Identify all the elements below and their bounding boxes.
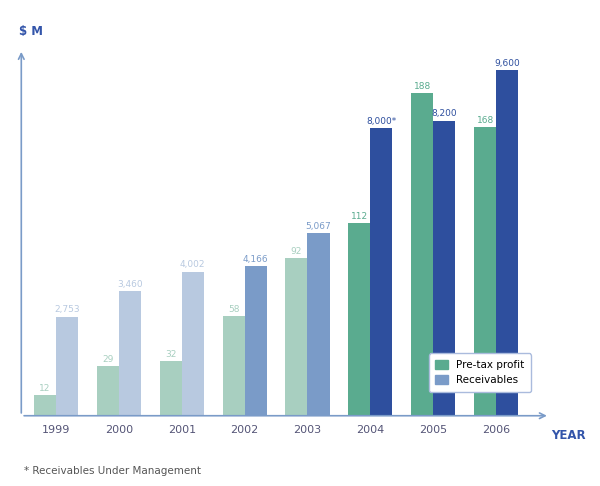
Bar (370, 128, 392, 416)
Text: 188: 188 (413, 82, 431, 91)
Bar (34, 395, 56, 416)
Bar (182, 272, 204, 416)
Bar (160, 361, 182, 416)
Text: 4,002: 4,002 (180, 260, 205, 270)
Bar (496, 70, 518, 416)
Text: 2,753: 2,753 (54, 306, 80, 314)
Text: 8,000*: 8,000* (366, 117, 397, 125)
Text: 29: 29 (102, 355, 113, 364)
Bar (474, 127, 496, 416)
Text: 4,166: 4,166 (243, 255, 268, 263)
Text: 3,460: 3,460 (117, 280, 143, 289)
Text: 12: 12 (39, 384, 50, 393)
Bar (56, 316, 78, 416)
Bar (245, 266, 266, 416)
Text: 5,067: 5,067 (305, 222, 331, 231)
Bar (119, 291, 141, 416)
Bar (433, 121, 455, 416)
Text: 8,200: 8,200 (431, 109, 457, 119)
Legend: Pre-tax profit, Receivables: Pre-tax profit, Receivables (429, 353, 530, 392)
Text: 9,600: 9,600 (494, 59, 520, 68)
Text: 32: 32 (165, 349, 176, 359)
Text: 112: 112 (351, 212, 368, 221)
Bar (223, 316, 245, 416)
Text: 58: 58 (228, 305, 239, 314)
Text: * Receivables Under Management: * Receivables Under Management (24, 466, 201, 476)
Text: YEAR: YEAR (551, 429, 586, 442)
Bar (286, 258, 307, 416)
Bar (349, 224, 370, 416)
Bar (97, 366, 119, 416)
Bar (307, 233, 329, 416)
Bar (411, 93, 433, 416)
Text: 92: 92 (291, 246, 302, 256)
Text: $ M: $ M (19, 25, 43, 38)
Text: 168: 168 (476, 116, 494, 125)
